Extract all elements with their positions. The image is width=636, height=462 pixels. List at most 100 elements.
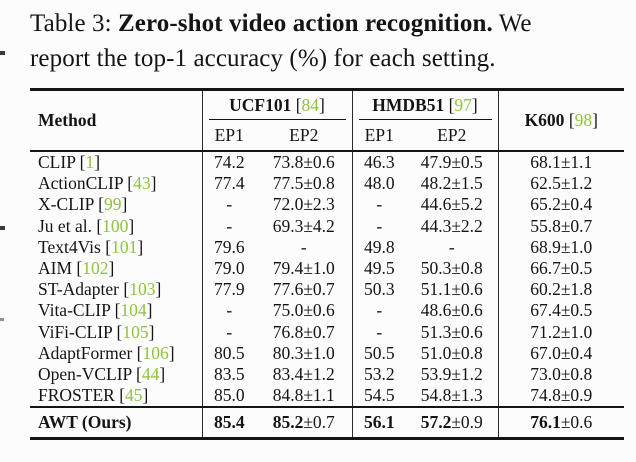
value-cell: 73.8±0.6 <box>272 152 335 172</box>
value-cell: 55.8±0.7 <box>497 215 625 237</box>
value-cell: 77.6±0.7 <box>272 279 335 300</box>
citation-bracket: [ <box>93 194 104 215</box>
table-row: ST-Adapter [103] 77.9 77.6±0.7 50.3 51.1±0.6… <box>30 279 625 301</box>
value-cell: 68.1±1.1 <box>497 151 625 174</box>
value-cell: - <box>351 300 406 322</box>
table-footer: AWT (Ours) 85.4 85.2±0.7 56.1 57.2±0.9 7… <box>30 407 625 439</box>
citation-bracket: [ <box>100 236 112 257</box>
citation-link[interactable]: 84 <box>301 95 320 115</box>
value-cell: 68.9±1.0 <box>497 236 625 259</box>
citation-bracket: ] <box>137 236 144 257</box>
value-cell: 80.3±1.0 <box>272 342 335 363</box>
value-cell: 69.3±4.2 <box>272 215 335 236</box>
value-cell: 76.8±0.7 <box>272 321 335 342</box>
value-cell: 62.5±1.2 <box>497 173 625 195</box>
value-cell: 85.0 <box>201 385 256 408</box>
method-cell: X-CLIP [99] <box>30 194 202 215</box>
value-cell: - <box>351 321 406 343</box>
method-cell: AWT (Ours) <box>38 412 132 433</box>
value-cell: 77.4 <box>201 173 256 195</box>
value-cell: - <box>201 215 256 237</box>
citation-bracket: [ <box>122 173 134 194</box>
value-cell: - <box>351 215 406 237</box>
method-name: AdaptFormer <box>38 342 133 363</box>
value-pm: ±0.9 <box>451 412 483 433</box>
value-cell: 50.3 <box>351 279 406 301</box>
citation-link[interactable]: 98 <box>574 110 593 130</box>
caption-title: Zero-shot video action recognition. <box>118 10 493 37</box>
table-caption: Table 3: Zero-shot video action recognit… <box>30 6 630 76</box>
col-header-ucf-ep2: EP2 <box>289 125 319 145</box>
method-name: Vita-CLIP <box>38 300 111 321</box>
table-row: AdaptFormer [106] 80.5 80.3±1.0 50.5 51.0±0.… <box>30 342 625 365</box>
citation-bracket: [ <box>110 300 121 321</box>
ucf101-group-label: UCF101 [84] <box>208 91 346 120</box>
citation-link[interactable]: 105 <box>122 321 149 342</box>
method-cell: Ju et al. [100] <box>30 216 202 237</box>
subheader-row: EP1 EP2 EP1 EP2 <box>30 120 624 151</box>
table-row: X-CLIP [99] -72.0±2.3-44.6±5.2 65.2±0.4 <box>30 194 625 216</box>
table-body: CLIP [1] 74.2 73.8±0.6 46.3 47.9±0.5 68.1±1.1… <box>30 151 625 408</box>
col-header-ucf-ep1: EP1 <box>201 120 256 151</box>
citation-bracket: [ <box>72 258 83 279</box>
citation-bracket: ] <box>168 342 175 363</box>
value-bold: 85.4 <box>213 412 245 433</box>
value-cell: 51.3±0.6 <box>420 321 483 342</box>
value-cell: 74.2 <box>201 151 256 174</box>
value-cell: 72.0±2.3 <box>272 194 335 215</box>
citation-link[interactable]: 45 <box>125 385 143 406</box>
value-cell: 77.9 <box>201 279 256 301</box>
value-cell: - <box>300 236 307 257</box>
value-cell: 49.8 <box>351 236 406 259</box>
col-header-method: Method <box>38 110 97 130</box>
value-cell: 44.3±2.2 <box>420 215 483 236</box>
dataset-name: K600 <box>524 110 565 130</box>
method-cell: CLIP [1] <box>30 151 202 173</box>
value-cell: - <box>448 236 455 257</box>
method-cell: ST-Adapter [103] <box>30 279 202 300</box>
method-name: AIM <box>38 258 73 279</box>
citation-link[interactable]: 99 <box>103 194 122 215</box>
citation-link[interactable]: 97 <box>454 95 472 115</box>
table-row: ViFi-CLIP [105] -76.8±0.7-51.3±0.6 71.2±1.… <box>30 321 625 343</box>
citation-bracket: ] <box>146 300 153 321</box>
crop-artifact <box>0 226 5 230</box>
citation-link[interactable]: 43 <box>133 173 151 194</box>
citation-bracket: ] <box>121 194 128 215</box>
table-row: Text4Vis [101] 79.6-49.8-68.9±1.0 <box>30 236 625 259</box>
value-cell: 71.2±1.0 <box>497 321 625 343</box>
value-cell: 76.1±0.6 <box>497 407 625 439</box>
value-cell: 75.0±0.6 <box>272 300 335 321</box>
value-cell: 51.0±0.8 <box>420 342 483 363</box>
value-cell: 83.4±1.2 <box>272 364 335 385</box>
citation-link[interactable]: 1 <box>85 152 95 172</box>
value-cell: 65.2±0.4 <box>497 194 625 216</box>
hmdb51-group-label: HMDB51 [97] <box>358 91 492 120</box>
col-header-hmdb-ep2: EP2 <box>437 125 467 145</box>
table-row: Vita-CLIP [104] -75.0±0.6-48.6±0.6 67.4±0.… <box>30 300 625 322</box>
value-cell: 85.4 <box>201 407 256 439</box>
citation-link[interactable]: 101 <box>111 236 138 257</box>
value-cell: 46.3 <box>351 151 406 174</box>
citation-bracket: [ <box>112 321 123 342</box>
col-header-k600: K600 [98] <box>497 89 625 151</box>
value-cell: 50.5 <box>351 342 406 365</box>
citation-link[interactable]: 44 <box>141 364 160 385</box>
citation-link[interactable]: 100 <box>102 215 129 236</box>
value-cell: 79.4±1.0 <box>272 258 335 279</box>
value-cell: - <box>201 300 256 322</box>
value-bold: 56.1 <box>363 412 395 433</box>
value-cell: 85.2±0.7 <box>256 407 352 439</box>
citation-link[interactable]: 103 <box>129 279 156 300</box>
method-name: FROSTER <box>38 385 115 406</box>
citation-link[interactable]: 104 <box>120 300 147 321</box>
table-row: ActionCLIP [43] 77.4 77.5±0.8 48.0 48.2±1.5 6… <box>30 173 625 195</box>
method-cell: ViFi-CLIP [105] <box>30 322 202 343</box>
caption-label: Table 3: <box>30 10 119 37</box>
value-cell: 49.5 <box>351 258 406 280</box>
citation-bracket: ] <box>94 152 101 172</box>
citation-link[interactable]: 106 <box>142 342 169 363</box>
value-cell: 48.2±1.5 <box>420 173 483 194</box>
citation-link[interactable]: 102 <box>82 258 109 279</box>
